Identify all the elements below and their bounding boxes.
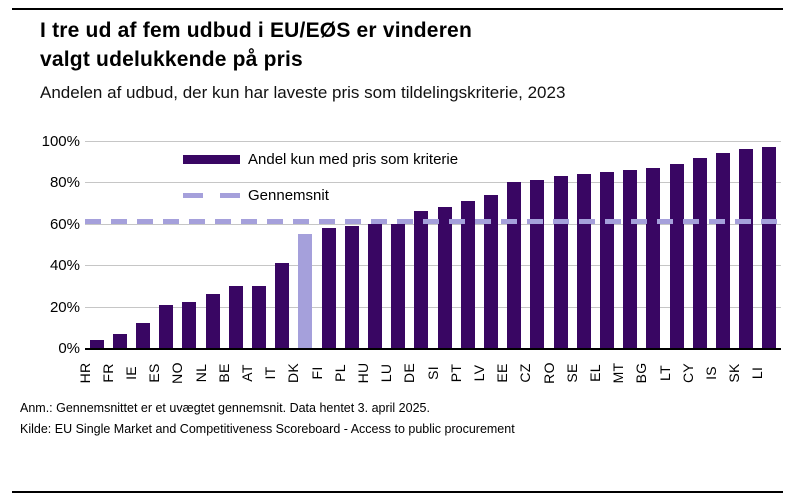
series-color-swatch <box>183 154 240 164</box>
footnote-note: Anm.: Gennemsnittet er et uvægtet gennem… <box>20 401 430 415</box>
average-dash-swatch <box>183 192 240 198</box>
legend-item-series: Andel kun med pris som kriterie <box>183 148 458 170</box>
bar-NO <box>182 302 197 348</box>
bar-HR <box>89 339 104 348</box>
y-axis-label: 100% <box>41 133 80 150</box>
average-line <box>85 219 781 225</box>
bar-DE <box>414 211 429 348</box>
bar-LT <box>669 163 684 348</box>
legend-item-average: Gennemsnit <box>183 184 458 206</box>
bar-IE <box>136 323 150 348</box>
chart-subtitle: Andelen af udbud, der kun har laveste pr… <box>40 83 566 102</box>
bar-CY <box>692 157 707 348</box>
bar-PT <box>460 201 475 348</box>
bar-SI <box>437 207 452 348</box>
gridline-40 <box>85 265 781 267</box>
bar-PL <box>344 225 359 348</box>
top-divider <box>12 8 783 10</box>
gridline-80 <box>85 182 781 184</box>
bar-IT <box>275 263 290 348</box>
gridline-20 <box>85 306 781 308</box>
footnote: Anm.: Gennemsnittet er et uvægtet gennem… <box>20 398 515 440</box>
bar-DK <box>298 234 313 348</box>
legend: Andel kun med pris som kriterie Gennemsn… <box>183 148 458 220</box>
footnote-source: Kilde: EU Single Market and Competitiven… <box>20 422 515 436</box>
bar-FR <box>112 333 127 348</box>
bar-SE <box>576 174 591 348</box>
bar-AT <box>252 285 266 348</box>
bar-FI <box>321 227 336 348</box>
y-axis-label: 40% <box>49 257 80 275</box>
bar-LI <box>762 147 777 348</box>
bar-LU <box>391 223 406 348</box>
bar-NL <box>205 294 220 348</box>
bar-IS <box>716 153 730 348</box>
average-legend-label: Gennemsnit <box>248 186 329 204</box>
bar-BG <box>646 167 661 348</box>
bar-ES <box>159 304 174 348</box>
chart-title-line1: I tre ud af fem udbud i EU/EØS er vinder… <box>40 19 472 42</box>
bar-HU <box>368 223 382 348</box>
bar-RO <box>553 176 568 348</box>
bar-EL <box>600 172 614 348</box>
chart-title: I tre ud af fem udbud i EU/EØS er vinder… <box>40 16 472 74</box>
y-axis-label: 20% <box>49 298 80 316</box>
bar-MT <box>623 169 638 348</box>
gridline-60 <box>85 223 781 225</box>
y-axis-label: 60% <box>49 215 80 233</box>
bar-SK <box>739 149 754 348</box>
y-axis-label: 0% <box>58 340 80 357</box>
gridline-100 <box>85 141 781 142</box>
bar-BE <box>228 285 243 348</box>
x-axis-label-LI: LI <box>749 366 766 380</box>
bottom-divider <box>12 491 783 493</box>
y-axis-label: 80% <box>49 174 80 192</box>
bar-EE <box>507 182 522 348</box>
bar-LV <box>484 194 498 348</box>
series-legend-label: Andel kun med pris som kriterie <box>248 150 459 168</box>
bar-CZ <box>530 180 545 348</box>
x-axis-line <box>85 348 781 350</box>
chart-title-line2: valgt udelukkende på pris <box>40 48 303 71</box>
